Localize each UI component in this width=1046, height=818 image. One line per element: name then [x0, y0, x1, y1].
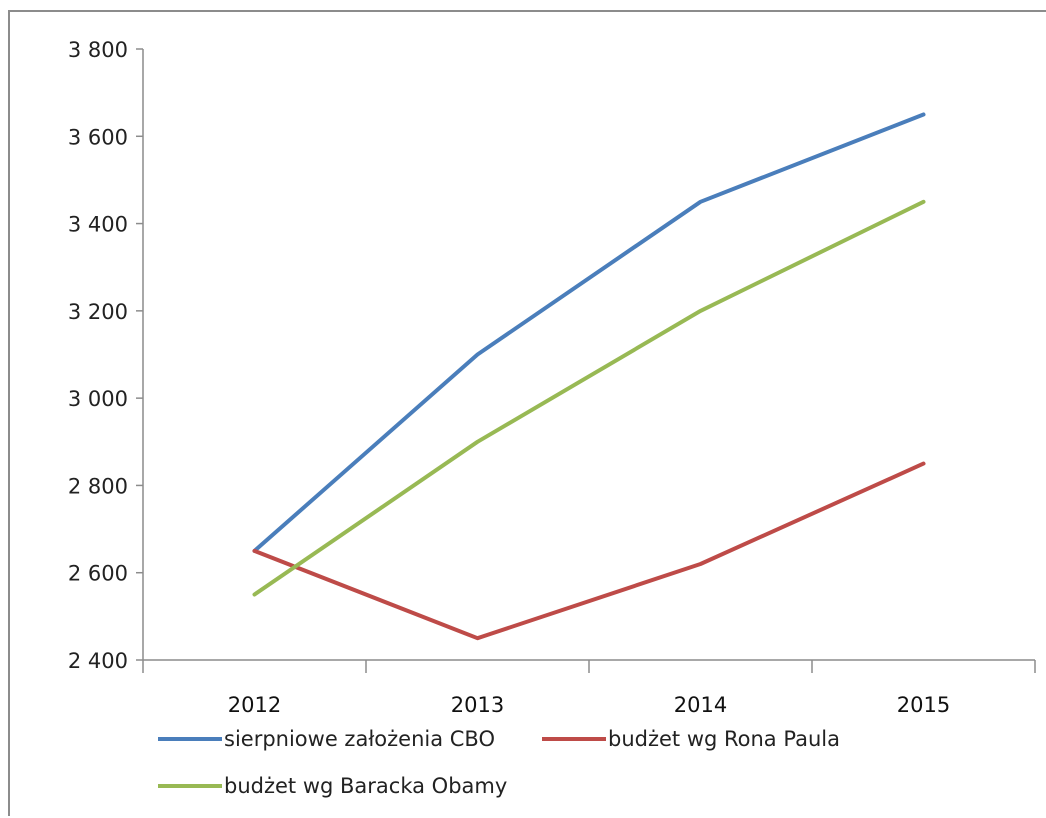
- legend-label: sierpniowe założenia CBO: [224, 727, 495, 751]
- legend-label: budżet wg Baracka Obamy: [224, 774, 507, 798]
- y-tick-label: 3 000: [68, 387, 128, 411]
- y-tick-label: 3 400: [68, 213, 128, 237]
- legend-item: budżet wg Rona Paula: [542, 727, 840, 751]
- y-tick-label: 3 600: [68, 125, 128, 149]
- legend-item: sierpniowe założenia CBO: [158, 727, 495, 751]
- y-tick-label: 3 200: [68, 300, 128, 324]
- x-tick-label: 2013: [451, 693, 504, 717]
- series-line: [252, 461, 926, 641]
- legend: sierpniowe założenia CBO budżet wg Rona P…: [158, 727, 840, 798]
- x-tick-label: 2015: [897, 693, 950, 717]
- y-tick-label: 3 800: [68, 38, 128, 62]
- series-lines: [252, 112, 926, 641]
- x-tick-label: 2014: [674, 693, 727, 717]
- y-axis: 2 400 2 600 2 800 3 000 3 200 3 400 3 600 3 800: [68, 38, 144, 673]
- series-line: [252, 112, 926, 553]
- series-line: [252, 199, 926, 597]
- x-axis: 2012 2013 2014 2015: [142, 659, 1036, 717]
- y-tick-label: 2 600: [68, 562, 128, 586]
- y-tick-label: 2 400: [68, 649, 128, 673]
- legend-item: budżet wg Baracka Obamy: [158, 774, 507, 798]
- x-tick-label: 2012: [228, 693, 281, 717]
- y-tick-label: 2 800: [68, 474, 128, 498]
- legend-label: budżet wg Rona Paula: [608, 727, 840, 751]
